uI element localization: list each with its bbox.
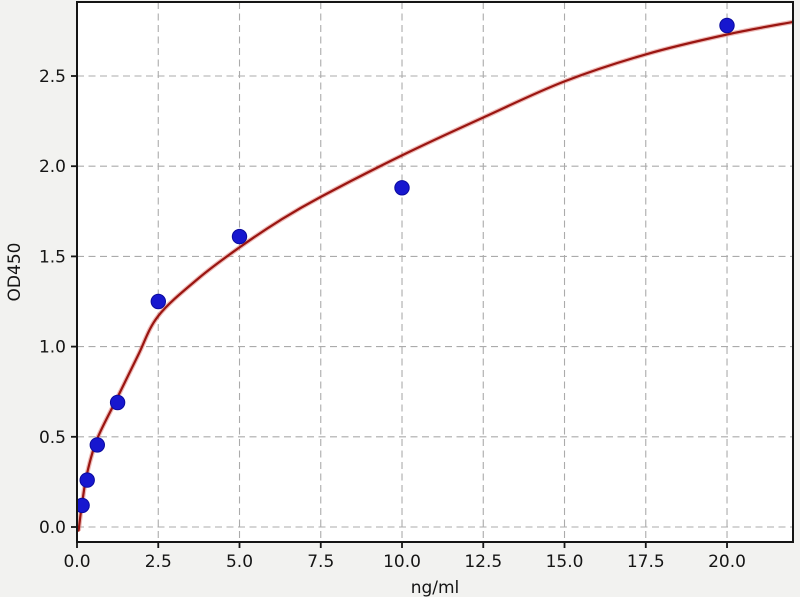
data-point — [231, 228, 248, 245]
y-tick-label: 2.5 — [39, 67, 66, 87]
x-tick-label: 2.5 — [145, 552, 172, 572]
x-tick-label: 15.0 — [546, 552, 584, 572]
x-tick-label: 10.0 — [383, 552, 421, 572]
data-point — [109, 394, 126, 411]
x-tick-label: 0.0 — [63, 552, 90, 572]
y-tick-label: 2.0 — [39, 157, 66, 177]
x-tick-label: 20.0 — [708, 552, 746, 572]
y-tick-label: 1.0 — [39, 338, 66, 358]
x-tick-label: 17.5 — [627, 552, 665, 572]
plot-area — [77, 2, 793, 542]
y-axis-label: OD450 — [5, 243, 25, 302]
x-tick-label: 7.5 — [307, 552, 334, 572]
y-tick-label: 0.0 — [39, 518, 66, 538]
data-points — [77, 17, 735, 514]
data-point — [150, 293, 167, 310]
y-tick-label: 1.5 — [39, 247, 66, 267]
bottom-margin-strip — [0, 597, 800, 600]
data-point — [79, 472, 95, 488]
plot-border — [76, 1, 794, 543]
y-tick-label: 0.5 — [39, 428, 66, 448]
x-axis-label: ng/ml — [411, 578, 460, 598]
data-point — [77, 497, 90, 514]
axes-spines-and-ticks — [71, 1, 794, 548]
x-tick-label: 5.0 — [226, 552, 253, 572]
tick-labels: 0.0 2.5 5.0 7.5 10.0 12.5 15.0 17.5 20.0 0.0 0.5 1.… — [39, 67, 746, 572]
data-point — [89, 437, 106, 453]
x-tick-label: 12.5 — [464, 552, 502, 572]
gridlines — [76, 2, 793, 542]
data-point — [394, 180, 410, 196]
data-point — [719, 17, 735, 34]
